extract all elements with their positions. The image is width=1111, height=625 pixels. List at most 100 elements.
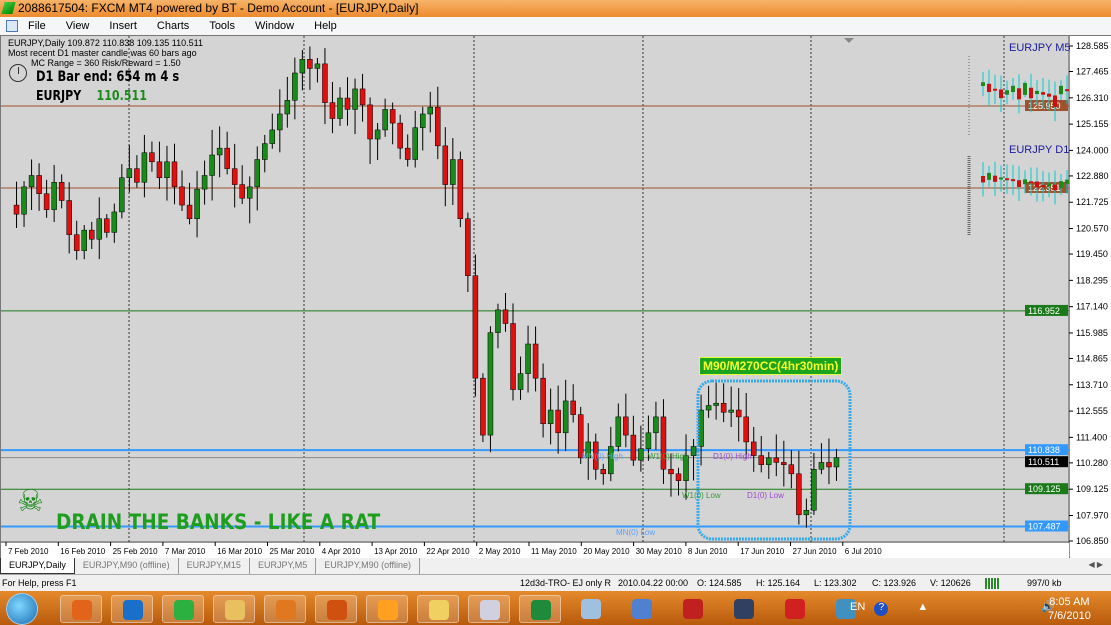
menu-insert[interactable]: Insert (109, 20, 137, 32)
candle (104, 218, 110, 233)
mini-candle (987, 172, 991, 180)
x-tick-label: 25 Mar 2010 (270, 547, 315, 556)
candle (638, 448, 644, 461)
mn-low-label: MN(0) Low (616, 528, 656, 537)
chart-ohlc-info: EURJPY,Daily 109.872 110.838 109.135 110… (8, 38, 203, 48)
candle (653, 416, 659, 434)
candle (96, 218, 103, 240)
tab-eurjpy-m90[interactable]: EURJPY,M90 (offline) (75, 558, 179, 574)
candle (525, 343, 531, 374)
y-tick-label: 109.125 (1076, 484, 1109, 494)
candle (216, 147, 223, 156)
volume-icon[interactable]: 🔊 (1041, 601, 1056, 613)
app-tools-icon (327, 600, 347, 620)
candle (683, 455, 689, 481)
candle (593, 441, 599, 470)
taskbar-app-stack[interactable] (723, 595, 765, 623)
price-line-label: 109.125 (1028, 484, 1061, 494)
menu-charts[interactable]: Charts (156, 20, 190, 32)
taskbar-photo-viewer[interactable] (825, 595, 867, 623)
candle (277, 113, 283, 131)
candle (28, 175, 35, 188)
tab-eurjpy-m15[interactable]: EURJPY,M15 (179, 558, 250, 574)
taskbar-itunes[interactable] (621, 595, 663, 623)
taskbar-folder[interactable] (417, 595, 459, 623)
taskbar-media-player[interactable] (264, 595, 306, 623)
status-close: C: 123.926 (872, 578, 917, 588)
mini-candle (1029, 181, 1033, 184)
candle (442, 145, 449, 185)
menu-view[interactable]: View (65, 20, 90, 32)
candle (13, 204, 20, 215)
candle (344, 97, 351, 110)
menu-file[interactable]: File (28, 20, 46, 32)
candle (510, 323, 516, 390)
tab-eurjpy-daily[interactable]: EURJPY,Daily (0, 558, 75, 574)
candle (750, 441, 757, 456)
candle (645, 432, 652, 450)
itunes-icon (632, 599, 652, 619)
mt4-icon (174, 600, 194, 620)
taskbar-mt4[interactable] (162, 595, 204, 623)
candle (404, 147, 411, 160)
tab-eurjpy-m5[interactable]: EURJPY,M5 (250, 558, 317, 574)
mini-candle (1005, 178, 1009, 181)
mini-candle (1017, 180, 1021, 187)
language-indicator[interactable]: EN (850, 601, 866, 613)
candle (623, 416, 629, 436)
candle (818, 462, 825, 470)
candle (299, 59, 306, 74)
shift-marker (844, 38, 854, 43)
start-button[interactable] (6, 593, 38, 625)
taskbar-firefox[interactable] (60, 595, 102, 623)
chart-area[interactable]: 128.585 127.465 126.310 125.155 124.000 122.8… (0, 35, 1111, 559)
taskbar-app-z[interactable] (111, 595, 153, 623)
mini-candle (987, 83, 991, 93)
candle (766, 457, 772, 465)
mini-candle (1053, 184, 1057, 191)
menu-window[interactable]: Window (255, 20, 295, 32)
mini-candle (1017, 88, 1021, 100)
menu-tools[interactable]: Tools (209, 20, 235, 32)
tab-scroll-arrows[interactable]: ◀ ▶ (1088, 560, 1103, 569)
tab-eurjpy-m90-2[interactable]: EURJPY,M90 (offline) (316, 558, 421, 574)
taskbar-acrobat[interactable] (774, 595, 816, 623)
tray-clock[interactable]: 8:05 AM 7/6/2010 (1048, 595, 1091, 623)
candle (307, 59, 313, 69)
price-chart[interactable]: 128.585 127.465 126.310 125.155 124.000 122.8… (1, 36, 1111, 559)
d1-low-label: D1(0) Low (747, 491, 784, 500)
x-tick-label: 22 Apr 2010 (426, 547, 470, 556)
candle (141, 152, 148, 183)
taskbar-paint[interactable] (570, 595, 612, 623)
taskbar-calculator[interactable] (468, 595, 510, 623)
candle (382, 109, 388, 131)
candle (254, 159, 260, 188)
y-tick-label: 114.865 (1076, 353, 1108, 363)
y-tick-label: 124.000 (1076, 145, 1109, 155)
help-icon[interactable]: ? (874, 602, 889, 616)
taskbar-app-orange[interactable] (366, 595, 408, 623)
mini-candle (1035, 181, 1039, 188)
candle (743, 416, 749, 443)
menu-help[interactable]: Help (314, 20, 337, 32)
price-line-label: 107.487 (1028, 521, 1061, 531)
candle (427, 106, 434, 115)
taskbar-explorer[interactable] (213, 595, 255, 623)
candle (630, 434, 637, 461)
taskbar-excel[interactable] (519, 595, 561, 623)
candle (374, 129, 381, 140)
price-line-tag (1025, 456, 1068, 468)
candle (608, 446, 614, 475)
media-player-icon (276, 600, 296, 620)
taskbar-app-tools[interactable] (315, 595, 357, 623)
paint-icon (581, 599, 601, 619)
candle (465, 218, 471, 276)
show-hidden-icons[interactable]: ▲ (917, 601, 929, 613)
document-icon[interactable] (6, 20, 18, 32)
taskbar-app-pin[interactable] (672, 595, 714, 623)
x-tick-label: 25 Feb 2010 (113, 547, 158, 556)
candle (329, 102, 336, 119)
y-tick-label: 106.850 (1076, 536, 1109, 546)
mini-candle (1011, 85, 1015, 93)
y-tick-label: 113.710 (1076, 380, 1108, 390)
